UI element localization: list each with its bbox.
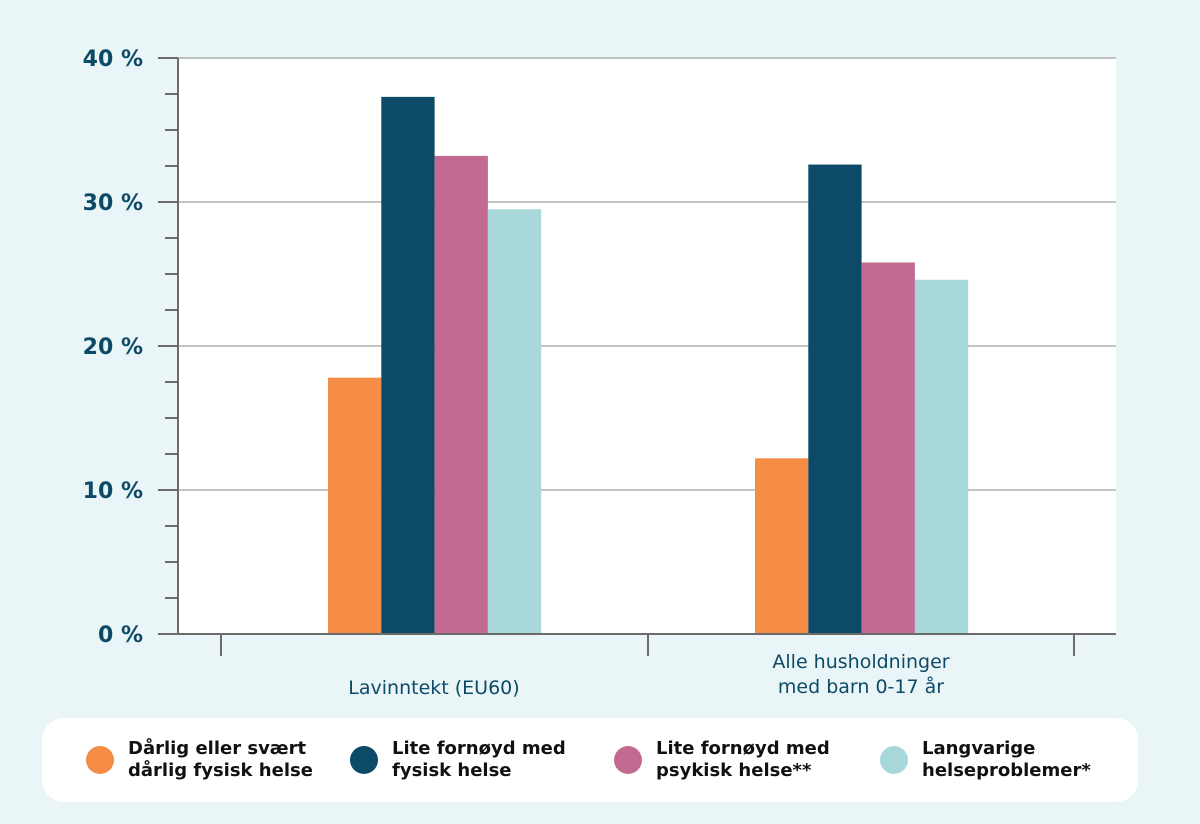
bar [434,155,488,635]
bar [861,262,915,634]
bar [755,458,809,634]
bar [914,279,969,634]
y-tick-label: 20 % [83,335,143,360]
bar [487,209,542,634]
bar [381,96,435,634]
x-category-label: Alle husholdninger med barn 0-17 år [772,651,949,698]
legend: Dårlig eller svært dårlig fysisk helse Li… [42,718,1138,802]
legend-item: Lite fornøyd med fysisk helse [350,738,566,782]
legend-label: Langvarige helseproblemer* [922,738,1091,781]
y-tick-label: 0 % [98,623,143,648]
bar [328,377,382,634]
legend-swatch-icon [614,746,642,774]
legend-label: Lite fornøyd med psykisk helse** [656,738,830,781]
legend-swatch-icon [880,746,908,774]
legend-item: Langvarige helseproblemer* [880,738,1091,782]
bar-chart: 0 % 10 % 20 % 30 % 40 % Lavinntekt (EU60) All… [83,47,1116,699]
legend-swatch-icon [350,746,378,774]
legend-label: Dårlig eller svært dårlig fysisk helse [128,738,313,781]
bar [808,164,862,634]
legend-item: Dårlig eller svært dårlig fysisk helse [86,738,313,782]
y-tick-label: 10 % [83,479,143,504]
y-tick-label: 40 % [83,47,143,72]
legend-swatch-icon [86,746,114,774]
x-category-label: Lavinntekt (EU60) [348,677,519,699]
y-tick-label: 30 % [83,191,143,216]
legend-label: Lite fornøyd med fysisk helse [392,738,566,781]
legend-item: Lite fornøyd med psykisk helse** [614,738,830,782]
